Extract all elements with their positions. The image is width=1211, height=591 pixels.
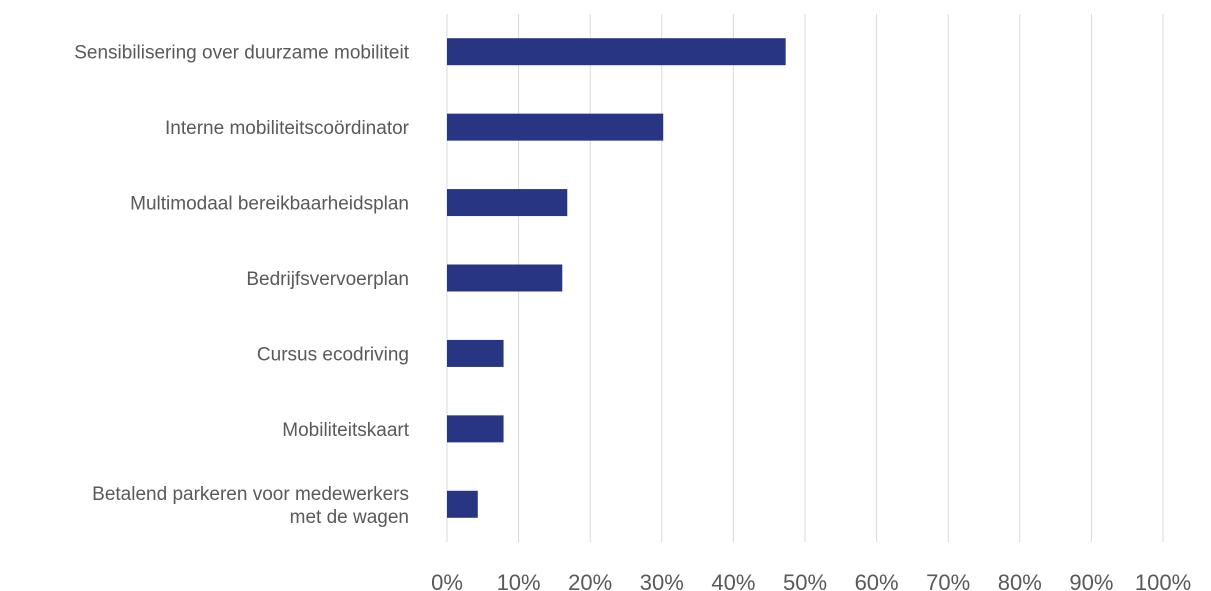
x-tick-label: 80%	[998, 570, 1042, 591]
bar	[447, 264, 563, 292]
category-label: Interne mobiliteitscoördinator	[165, 118, 410, 139]
bar	[447, 38, 786, 66]
x-tick-label: 10%	[497, 570, 541, 591]
bar	[447, 490, 478, 518]
bar	[447, 189, 568, 217]
x-tick-label: 60%	[855, 570, 899, 591]
x-tick-label: 40%	[711, 570, 755, 591]
category-label-line: Mobiliteitskaart	[282, 420, 409, 441]
x-tick-label: 30%	[640, 570, 684, 591]
gridlines	[446, 14, 1164, 542]
category-label-line: Betalend parkeren voor medewerkers	[92, 484, 409, 505]
x-tick-label: 20%	[568, 570, 612, 591]
category-label: Betalend parkeren voor medewerkers met de…	[92, 484, 409, 528]
bar	[447, 339, 504, 367]
category-label-line: Cursus ecodriving	[257, 344, 409, 365]
category-label: Mobiliteitskaart	[282, 420, 409, 441]
category-label-line: Sensibilisering over duurzame mobiliteit	[74, 43, 409, 64]
category-labels: Sensibilisering over duurzame mobiliteit…	[74, 43, 409, 528]
category-label: Cursus ecodriving	[257, 344, 409, 365]
x-tick-label: 50%	[783, 570, 827, 591]
category-label: Multimodaal bereikbaarheidsplan	[130, 194, 409, 215]
bar	[447, 415, 504, 443]
bar	[447, 113, 664, 141]
category-label-line: Bedrijfsvervoerplan	[246, 269, 409, 290]
x-axis-tick-labels: 0% 10% 20% 30% 40% 50% 60% 70% 80% 90% 100%	[431, 570, 1191, 591]
x-tick-label: 100%	[1135, 570, 1191, 591]
category-label: Sensibilisering over duurzame mobiliteit	[74, 43, 409, 64]
x-tick-label: 90%	[1069, 570, 1113, 591]
category-label-line: Multimodaal bereikbaarheidsplan	[130, 194, 409, 215]
category-label-line: met de wagen	[290, 507, 409, 528]
category-label-line: Interne mobiliteitscoördinator	[165, 118, 410, 139]
category-label: Bedrijfsvervoerplan	[246, 269, 409, 290]
x-tick-label: 70%	[926, 570, 970, 591]
bars	[447, 38, 786, 518]
x-tick-label: 0%	[431, 570, 463, 591]
